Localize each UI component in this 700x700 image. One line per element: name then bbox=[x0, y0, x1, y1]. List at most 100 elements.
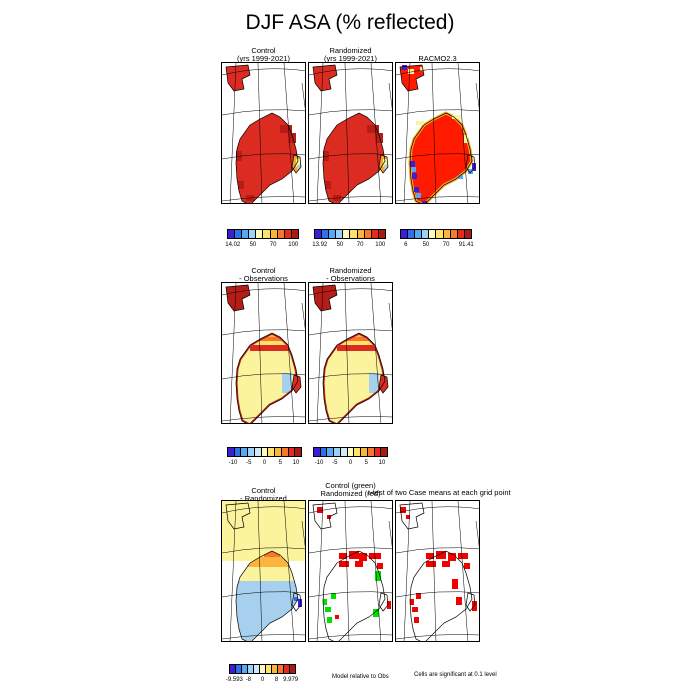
colorbar-tick-label: 50 bbox=[422, 242, 430, 248]
colorbar-swatch bbox=[254, 665, 260, 673]
colorbar-swatch bbox=[408, 230, 416, 238]
colorbar-tick-label: 8 bbox=[274, 677, 279, 683]
colorbar-swatch bbox=[291, 230, 298, 238]
colorbar-swatch bbox=[281, 448, 289, 456]
colorbar-swatch bbox=[278, 665, 284, 673]
colorbar-swatch bbox=[295, 448, 302, 456]
colorbar-swatch bbox=[343, 230, 351, 238]
colorbar-swatch bbox=[272, 665, 278, 673]
colorbar-tick-label: 100 bbox=[375, 242, 386, 248]
colorbar-swatch bbox=[254, 448, 262, 456]
colorbar-swatch bbox=[401, 230, 409, 238]
map-panel-randomized bbox=[308, 62, 393, 204]
colorbar-randomized bbox=[314, 229, 386, 239]
colorbar-swatch bbox=[336, 230, 344, 238]
colorbar-swatch bbox=[315, 230, 323, 238]
colorbar-swatch bbox=[284, 230, 292, 238]
map-panel-control-obs-map bbox=[222, 283, 305, 423]
map-panel-racmo-map bbox=[396, 63, 479, 203]
page-title: DJF ASA (% reflected) bbox=[245, 11, 455, 34]
colorbar-control-randomized bbox=[229, 664, 296, 674]
note-model-relative: Model relative to Obs bbox=[332, 674, 389, 680]
colorbar-swatch bbox=[334, 448, 341, 456]
colorbar-swatch bbox=[290, 665, 295, 673]
colorbar-swatch bbox=[320, 448, 328, 456]
colorbar-tick-label: 100 bbox=[288, 242, 299, 248]
colorbar-swatch bbox=[347, 448, 355, 456]
colorbar-swatch bbox=[422, 230, 430, 238]
map-panel-control-randomized-map bbox=[222, 501, 305, 641]
colorbar-swatch bbox=[248, 665, 254, 673]
colorbar-swatch bbox=[235, 230, 243, 238]
colorbar-swatch bbox=[322, 230, 330, 238]
panel-title-randomized: Randomized (yrs 1999-2021) bbox=[324, 46, 377, 63]
colorbar-swatch bbox=[314, 448, 321, 456]
panel-title-control-obs: Control - Observations bbox=[239, 266, 288, 283]
panel-title-control-randomized: Control - Randomized bbox=[240, 486, 287, 503]
colorbar-swatch bbox=[248, 448, 255, 456]
map-panel-racmo bbox=[395, 62, 480, 204]
map-panel-randomized-obs bbox=[308, 282, 393, 424]
colorbar-swatch bbox=[241, 448, 249, 456]
panel-title-cells: Control (green) Randomized (red) bbox=[320, 481, 381, 498]
colorbar-control-obs bbox=[227, 447, 302, 457]
colorbar-tick-label: -8 bbox=[245, 677, 252, 683]
colorbar-tick-label: 91.41 bbox=[458, 242, 474, 248]
colorbar-tick-label: 14.02 bbox=[225, 242, 241, 248]
colorbar-swatch bbox=[236, 665, 242, 673]
colorbar-swatch bbox=[350, 230, 358, 238]
colorbar-swatch bbox=[242, 230, 250, 238]
colorbar-swatch bbox=[457, 230, 465, 238]
colorbar-swatch bbox=[327, 448, 335, 456]
colorbar-swatch bbox=[450, 230, 458, 238]
map-panel-control-obs bbox=[221, 282, 306, 424]
colorbar-tick-label: -10 bbox=[228, 460, 238, 466]
colorbar-randomized-obs bbox=[313, 447, 388, 457]
colorbar-swatch bbox=[429, 230, 437, 238]
map-panel-control-map bbox=[222, 63, 305, 203]
panel-title-racmo: RACMO2.3 bbox=[418, 54, 457, 63]
map-panel-randomized-obs-map bbox=[309, 283, 392, 423]
colorbar-swatch bbox=[268, 448, 276, 456]
colorbar-control bbox=[227, 229, 299, 239]
colorbar-tick-label: 5 bbox=[278, 460, 282, 466]
colorbar-swatch bbox=[266, 665, 272, 673]
map-panel-cells-2-map bbox=[396, 501, 479, 641]
colorbar-racmo bbox=[400, 229, 472, 239]
colorbar-swatch bbox=[329, 230, 337, 238]
colorbar-swatch bbox=[228, 230, 236, 238]
map-panel-cells-2 bbox=[395, 500, 480, 642]
colorbar-swatch bbox=[378, 230, 385, 238]
colorbar-swatch bbox=[234, 448, 242, 456]
colorbar-tick-label: 50 bbox=[336, 242, 344, 248]
panel-title-randomized-obs: Randomized - Observations bbox=[326, 266, 375, 283]
colorbar-tick-label: 0 bbox=[262, 460, 267, 466]
colorbar-swatch bbox=[261, 448, 269, 456]
colorbar-swatch bbox=[275, 448, 282, 456]
colorbar-swatch bbox=[263, 230, 271, 238]
colorbar-tick-label: 0 bbox=[348, 460, 353, 466]
colorbar-swatch bbox=[256, 230, 264, 238]
colorbar-swatch bbox=[228, 448, 235, 456]
colorbar-swatch bbox=[284, 665, 290, 673]
colorbar-tick-label: 13.92 bbox=[312, 242, 328, 248]
map-panel-control-randomized bbox=[221, 500, 306, 642]
colorbar-tick-label: -9.593 bbox=[225, 677, 243, 683]
colorbar-tick-label: -5 bbox=[246, 460, 252, 466]
colorbar-swatch bbox=[361, 448, 368, 456]
note-cells-significant: Cells are significant at 0.1 level bbox=[414, 672, 497, 678]
colorbar-swatch bbox=[364, 230, 372, 238]
colorbar-swatch bbox=[436, 230, 444, 238]
colorbar-swatch bbox=[415, 230, 423, 238]
colorbar-swatch bbox=[270, 230, 278, 238]
colorbar-swatch bbox=[464, 230, 471, 238]
map-panel-randomized-map bbox=[309, 63, 392, 203]
colorbar-tick-label: 10 bbox=[378, 460, 386, 466]
colorbar-swatch bbox=[367, 448, 375, 456]
colorbar-swatch bbox=[249, 230, 257, 238]
colorbar-swatch bbox=[242, 665, 248, 673]
colorbar-tick-label: 10 bbox=[292, 460, 300, 466]
colorbar-swatch bbox=[340, 448, 348, 456]
colorbar-tick-label: 50 bbox=[249, 242, 257, 248]
colorbar-tick-label: -5 bbox=[332, 460, 338, 466]
